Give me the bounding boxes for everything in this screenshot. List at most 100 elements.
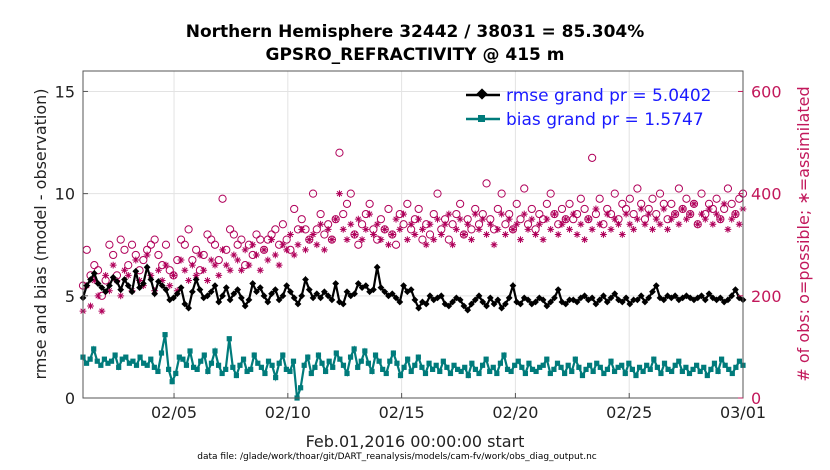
- rmse-point: [724, 296, 732, 304]
- bias-point: [358, 358, 364, 364]
- obs-possible-point: [682, 194, 691, 203]
- obs-assimilated-point: [136, 277, 143, 284]
- obs-assimilated-point: [505, 215, 513, 223]
- obs-assimilated-point: [709, 220, 717, 228]
- bias-point: [672, 362, 678, 368]
- bias-point: [726, 366, 732, 372]
- bias-point: [544, 356, 550, 362]
- obs-assimilated-point: [426, 220, 434, 228]
- obs-assimilated-point: [464, 220, 472, 228]
- bias-point: [447, 370, 454, 377]
- obs-assimilated-point: [177, 256, 185, 264]
- rmse-point: [671, 292, 679, 300]
- x-tick-label: 02/15: [379, 403, 425, 422]
- bias-point: [94, 358, 100, 364]
- obs-possible-point: [184, 225, 193, 234]
- bias-point: [440, 358, 446, 364]
- bias-point: [337, 356, 343, 362]
- obs-assimilated-point: [581, 236, 588, 244]
- obs-assimilated-point: [728, 215, 736, 223]
- rmse-point: [113, 278, 121, 285]
- footnote: data file: /glade/work/thoar/git/DART_re…: [197, 452, 597, 462]
- rmse-point: [264, 298, 272, 306]
- obs-assimilated-point: [271, 251, 279, 259]
- bias-point: [123, 354, 129, 360]
- rmse-point: [592, 300, 600, 308]
- rmse-point: [456, 296, 464, 304]
- obs-possible-point: [576, 194, 585, 203]
- bias-point: [387, 358, 393, 364]
- bias-point: [287, 368, 293, 375]
- rmse-point: [294, 300, 302, 308]
- rmse-point: [94, 280, 102, 287]
- obs-assimilated-point: [238, 266, 245, 274]
- obs-assimilated-point: [569, 210, 577, 218]
- obs-possible-point: [674, 184, 683, 193]
- bias-point: [198, 358, 204, 364]
- obs-assimilated-point: [532, 231, 539, 238]
- rmse-point: [320, 288, 328, 296]
- rmse-point: [449, 298, 456, 306]
- obs-possible-point: [388, 230, 397, 239]
- bias-point: [504, 366, 511, 372]
- y-right-tick-label: 200: [751, 287, 782, 306]
- obs-possible-point: [192, 245, 201, 254]
- rmse-point: [207, 288, 215, 296]
- obs-assimilated-point: [188, 261, 196, 269]
- rmse-point: [117, 286, 125, 294]
- obs-assimilated-point: [98, 307, 106, 315]
- obs-assimilated-point: [449, 241, 456, 249]
- obs-possible-point: [320, 230, 329, 239]
- obs-assimilated-point: [249, 241, 257, 249]
- rmse-point: [362, 282, 370, 289]
- obs-assimilated-point: [634, 215, 641, 223]
- rmse-point: [381, 288, 389, 296]
- bias-point: [344, 370, 350, 377]
- rmse-point: [162, 286, 170, 294]
- rmse-point: [562, 300, 570, 308]
- rmse-point: [185, 304, 192, 312]
- bias-point: [173, 370, 179, 377]
- bias-point: [298, 385, 304, 391]
- obs-possible-point: [557, 204, 567, 214]
- rmse-point: [147, 276, 155, 283]
- rmse-point: [309, 294, 317, 302]
- obs-assimilated-point: [471, 210, 479, 218]
- obs-possible-point: [384, 204, 393, 214]
- bias-point: [629, 366, 636, 372]
- obs-assimilated-point: [468, 236, 475, 244]
- obs-possible-point: [727, 199, 736, 208]
- obs-assimilated-point: [102, 271, 110, 279]
- rmse-point: [532, 298, 539, 306]
- rmse-point: [151, 290, 159, 298]
- bias-point: [415, 354, 421, 360]
- rmse-point: [547, 298, 555, 306]
- bias-point: [190, 364, 197, 370]
- obs-possible-point: [120, 245, 129, 254]
- bias-point: [669, 368, 675, 375]
- obs-possible-point: [282, 235, 291, 244]
- legend: rmse grand pr = 5.0402 bias grand pr = 1…: [466, 86, 711, 130]
- bias-point: [169, 379, 175, 385]
- rmse-point: [626, 300, 634, 308]
- obs-possible-point: [731, 209, 740, 219]
- bias-point: [469, 360, 475, 366]
- obs-assimilated-point: [573, 231, 581, 238]
- obs-assimilated-point: [109, 261, 117, 269]
- rmse-point: [109, 274, 117, 281]
- legend-bias-marker: [478, 115, 485, 122]
- rmse-point: [498, 304, 506, 312]
- bias-point: [290, 358, 297, 364]
- rmse-point: [351, 290, 358, 298]
- bias-point: [515, 358, 521, 364]
- bias-point: [397, 372, 404, 379]
- rmse-point: [554, 286, 562, 294]
- bias-point: [697, 368, 703, 375]
- rmse-point: [332, 280, 340, 287]
- bias-point: [258, 364, 264, 370]
- obs-assimilated-point: [441, 220, 449, 228]
- y-tick-label: 0: [65, 389, 75, 408]
- obs-possible-point: [588, 153, 597, 162]
- obs-possible-point: [678, 204, 687, 214]
- obs-possible-point: [433, 189, 442, 198]
